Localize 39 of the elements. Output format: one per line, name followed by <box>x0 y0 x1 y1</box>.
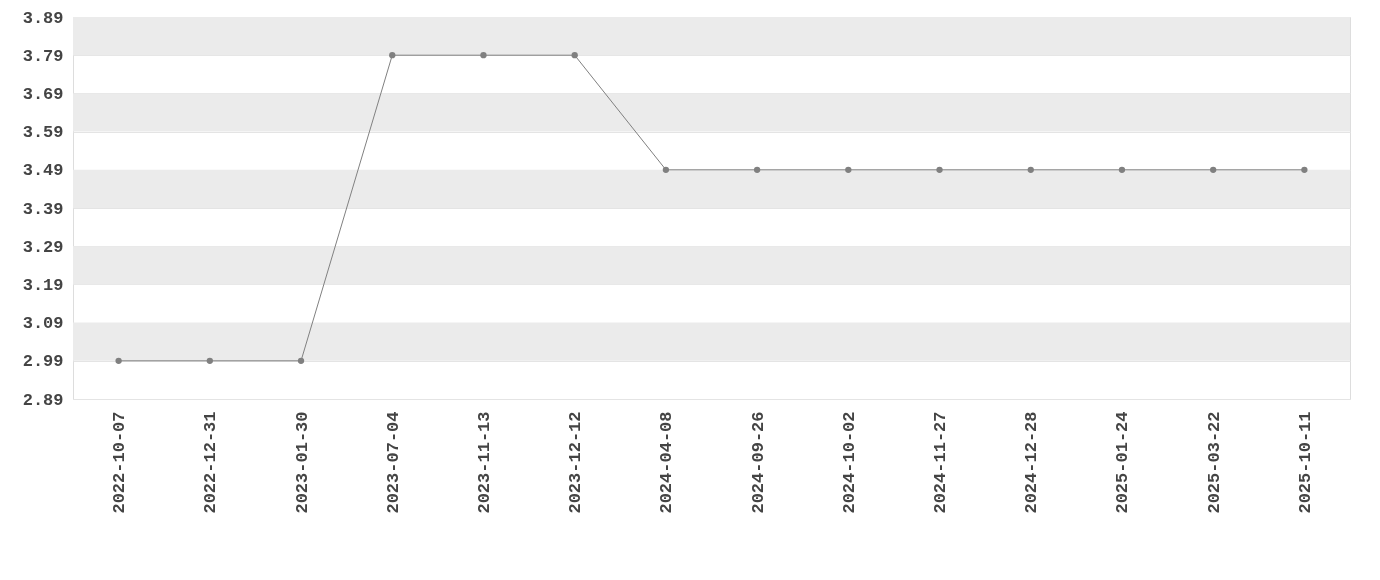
point <box>1027 166 1034 173</box>
y-tick-label: 3.29 <box>22 237 64 257</box>
x-tick-label: 2024-11-27 <box>931 411 951 514</box>
point <box>571 52 578 59</box>
y-tick-label: 3.89 <box>22 8 64 28</box>
y-tick-label: 3.59 <box>22 123 64 143</box>
x-tick-label: 2025-03-22 <box>1204 411 1224 514</box>
point <box>206 357 213 364</box>
x-tick-label: 2025-01-24 <box>1113 411 1133 514</box>
y-tick-label: 3.79 <box>22 46 64 66</box>
point <box>753 166 761 173</box>
x-tick-label: 2024-09-26 <box>748 411 768 514</box>
x-tick-label: 2024-10-02 <box>839 411 859 514</box>
point <box>1118 166 1126 173</box>
x-tick-label: 2025-10-11 <box>1295 411 1315 514</box>
y-tick-label: 3.19 <box>22 275 64 295</box>
point <box>662 166 670 173</box>
x-tick-label: 2024-12-28 <box>1022 411 1042 514</box>
y-tick-label: 3.09 <box>22 314 64 334</box>
x-tick-label: 2022-12-31 <box>201 411 221 514</box>
x-tick-label: 2023-01-30 <box>292 411 312 514</box>
y-tick-label: 2.89 <box>22 390 64 410</box>
y-tick-label: 3.69 <box>22 84 64 104</box>
point <box>936 166 943 173</box>
point <box>480 52 487 59</box>
x-tick-label: 2022-10-07 <box>110 411 130 514</box>
x-tick-label: 2023-07-04 <box>383 411 403 514</box>
y-tick-label: 2.99 <box>22 352 64 372</box>
x-tick-label: 2023-11-13 <box>474 411 494 514</box>
y-tick-label: 3.39 <box>22 199 64 219</box>
point <box>297 357 305 364</box>
point <box>389 52 396 59</box>
point <box>1210 166 1217 173</box>
x-tick-label: 2024-04-08 <box>657 411 677 514</box>
point <box>1301 166 1308 173</box>
y-tick-label: 3.49 <box>22 161 64 181</box>
point <box>115 357 122 364</box>
point <box>845 166 852 173</box>
x-tick-label: 2023-12-12 <box>566 411 586 514</box>
